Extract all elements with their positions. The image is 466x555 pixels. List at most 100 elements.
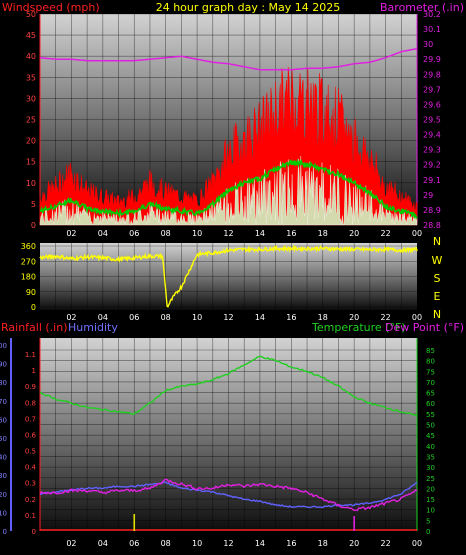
direction-y-tick-label: 0 xyxy=(31,303,36,312)
x-tick-label: 18 xyxy=(318,313,328,322)
rain-y-tick-label: 1.1 xyxy=(25,351,36,359)
x-tick-label: 06 xyxy=(129,313,139,322)
x-tick-label: 00 xyxy=(412,229,422,238)
wind-y-tick-label: 5 xyxy=(31,200,36,209)
humidity-y-tick-label: 80 xyxy=(0,379,7,387)
baro-y-tick-label: 29.3 xyxy=(423,146,441,155)
direction-y-tick-label: 90 xyxy=(26,288,36,297)
temp-y-tick-label: 5 xyxy=(426,517,430,525)
x-tick-label: 22 xyxy=(380,539,390,548)
rain-y-tick-label: 0.2 xyxy=(25,496,36,504)
windspeed-label: Windspeed (mph) xyxy=(2,1,100,14)
humidity-y-tick-label: 0 xyxy=(3,528,7,536)
compass-label: S xyxy=(434,272,441,285)
humidity-y-tick-label: 50 xyxy=(0,435,7,443)
x-tick-label: 02 xyxy=(66,313,76,322)
baro-y-tick-label: 29.2 xyxy=(423,161,441,170)
x-tick-label: 04 xyxy=(98,313,108,322)
baro-y-tick-label: 29.5 xyxy=(423,116,441,125)
baro-y-tick-label: 29.7 xyxy=(423,85,441,94)
baro-y-tick-label: 30.1 xyxy=(423,25,441,34)
rain-y-tick-label: 0.1 xyxy=(25,512,36,520)
rain-y-tick-label: 0.6 xyxy=(25,431,37,439)
windspeed-gust-area xyxy=(39,66,418,226)
x-tick-label: 16 xyxy=(286,539,296,548)
temp-y-tick-label: 60 xyxy=(426,400,435,408)
data-marks xyxy=(39,47,418,531)
baro-y-tick-label: 29.4 xyxy=(423,131,441,140)
rain-y-tick-label: 0 xyxy=(32,528,36,536)
x-tick-label: 06 xyxy=(129,229,139,238)
temp-y-tick-label: 85 xyxy=(426,347,435,355)
temp-y-tick-label: 80 xyxy=(426,358,435,366)
x-tick-label: 18 xyxy=(318,539,328,548)
wind-y-tick-label: 45 xyxy=(26,31,36,40)
windspeed-low-area xyxy=(39,155,418,226)
compass-label: E xyxy=(434,290,441,303)
humidity-y-tick-label: 20 xyxy=(0,491,7,499)
x-tick-label: 04 xyxy=(98,539,108,548)
wind-y-tick-label: 35 xyxy=(26,73,36,82)
x-tick-label: 06 xyxy=(129,539,139,548)
rain-y-tick-label: 0.5 xyxy=(25,448,36,456)
rain-y-tick-label: 0.8 xyxy=(25,399,36,407)
x-tick-label: 00 xyxy=(412,539,422,548)
temperature-label: Temperature (°F) xyxy=(311,321,406,334)
dewpoint-line xyxy=(39,478,418,512)
temp-y-tick-label: 40 xyxy=(426,443,435,451)
x-tick-label: 08 xyxy=(161,313,171,322)
compass-label: N xyxy=(433,235,441,248)
temp-y-tick-label: 45 xyxy=(426,432,435,440)
humidity-y-tick-label: 70 xyxy=(0,398,7,406)
wind-y-tick-label: 0 xyxy=(31,221,36,230)
baro-y-tick-label: 29.9 xyxy=(423,55,441,64)
direction-y-tick-label: 360 xyxy=(21,242,36,251)
wind-y-tick-label: 20 xyxy=(26,137,36,146)
wind-y-tick-label: 30 xyxy=(26,94,36,103)
x-tick-label: 00 xyxy=(412,313,422,322)
wind-y-tick-label: 10 xyxy=(26,179,36,188)
baro-y-tick-label: 28.8 xyxy=(423,221,441,230)
temp-y-tick-label: 10 xyxy=(426,507,435,515)
graph-title: 24 hour graph day : May 14 2025 xyxy=(156,1,341,14)
compass-label: N xyxy=(433,308,441,321)
rain-y-tick-label: 1 xyxy=(32,367,36,375)
temp-y-tick-label: 30 xyxy=(426,464,435,472)
x-tick-label: 16 xyxy=(286,313,296,322)
temp-y-tick-label: 70 xyxy=(426,379,435,387)
x-tick-label: 12 xyxy=(223,539,233,548)
x-tick-label: 08 xyxy=(161,539,171,548)
baro-y-tick-label: 30 xyxy=(423,40,433,49)
humidity-y-tick-label: 30 xyxy=(0,472,7,480)
wind-y-tick-label: 25 xyxy=(26,116,36,125)
baro-y-tick-label: 29.6 xyxy=(423,100,441,109)
wind-y-tick-label: 40 xyxy=(26,52,36,61)
wind-y-tick-label: 50 xyxy=(26,10,36,19)
x-tick-label: 18 xyxy=(318,229,328,238)
direction-y-tick-label: 180 xyxy=(21,273,36,282)
temp-y-tick-label: 75 xyxy=(426,368,435,376)
temp-y-tick-label: 0 xyxy=(426,528,430,536)
barometer-label: Barometer (.in) xyxy=(380,1,464,14)
x-tick-label: 10 xyxy=(192,539,202,548)
x-tick-label: 14 xyxy=(255,229,265,238)
dewpoint-label: Dew Point (°F) xyxy=(385,321,464,334)
humidity-y-tick-label: 90 xyxy=(0,361,7,369)
x-tick-label: 02 xyxy=(66,229,76,238)
x-tick-label: 20 xyxy=(349,229,359,238)
humidity-y-tick-label: 60 xyxy=(0,416,7,424)
x-tick-label: 14 xyxy=(255,539,265,548)
x-tick-label: 22 xyxy=(380,313,390,322)
temperature-line xyxy=(39,355,418,417)
rainfall-label: Rainfall (.in) xyxy=(1,321,68,334)
temp-y-tick-label: 50 xyxy=(426,422,435,430)
x-tick-label: 10 xyxy=(192,313,202,322)
humidity-line xyxy=(39,481,418,509)
baro-y-tick-label: 29 xyxy=(423,191,433,200)
x-tick-label: 20 xyxy=(349,313,359,322)
rain-y-tick-label: 0.9 xyxy=(25,383,36,391)
x-tick-label: 20 xyxy=(349,539,359,548)
x-tick-label: 12 xyxy=(223,313,233,322)
x-tick-label: 08 xyxy=(161,229,171,238)
